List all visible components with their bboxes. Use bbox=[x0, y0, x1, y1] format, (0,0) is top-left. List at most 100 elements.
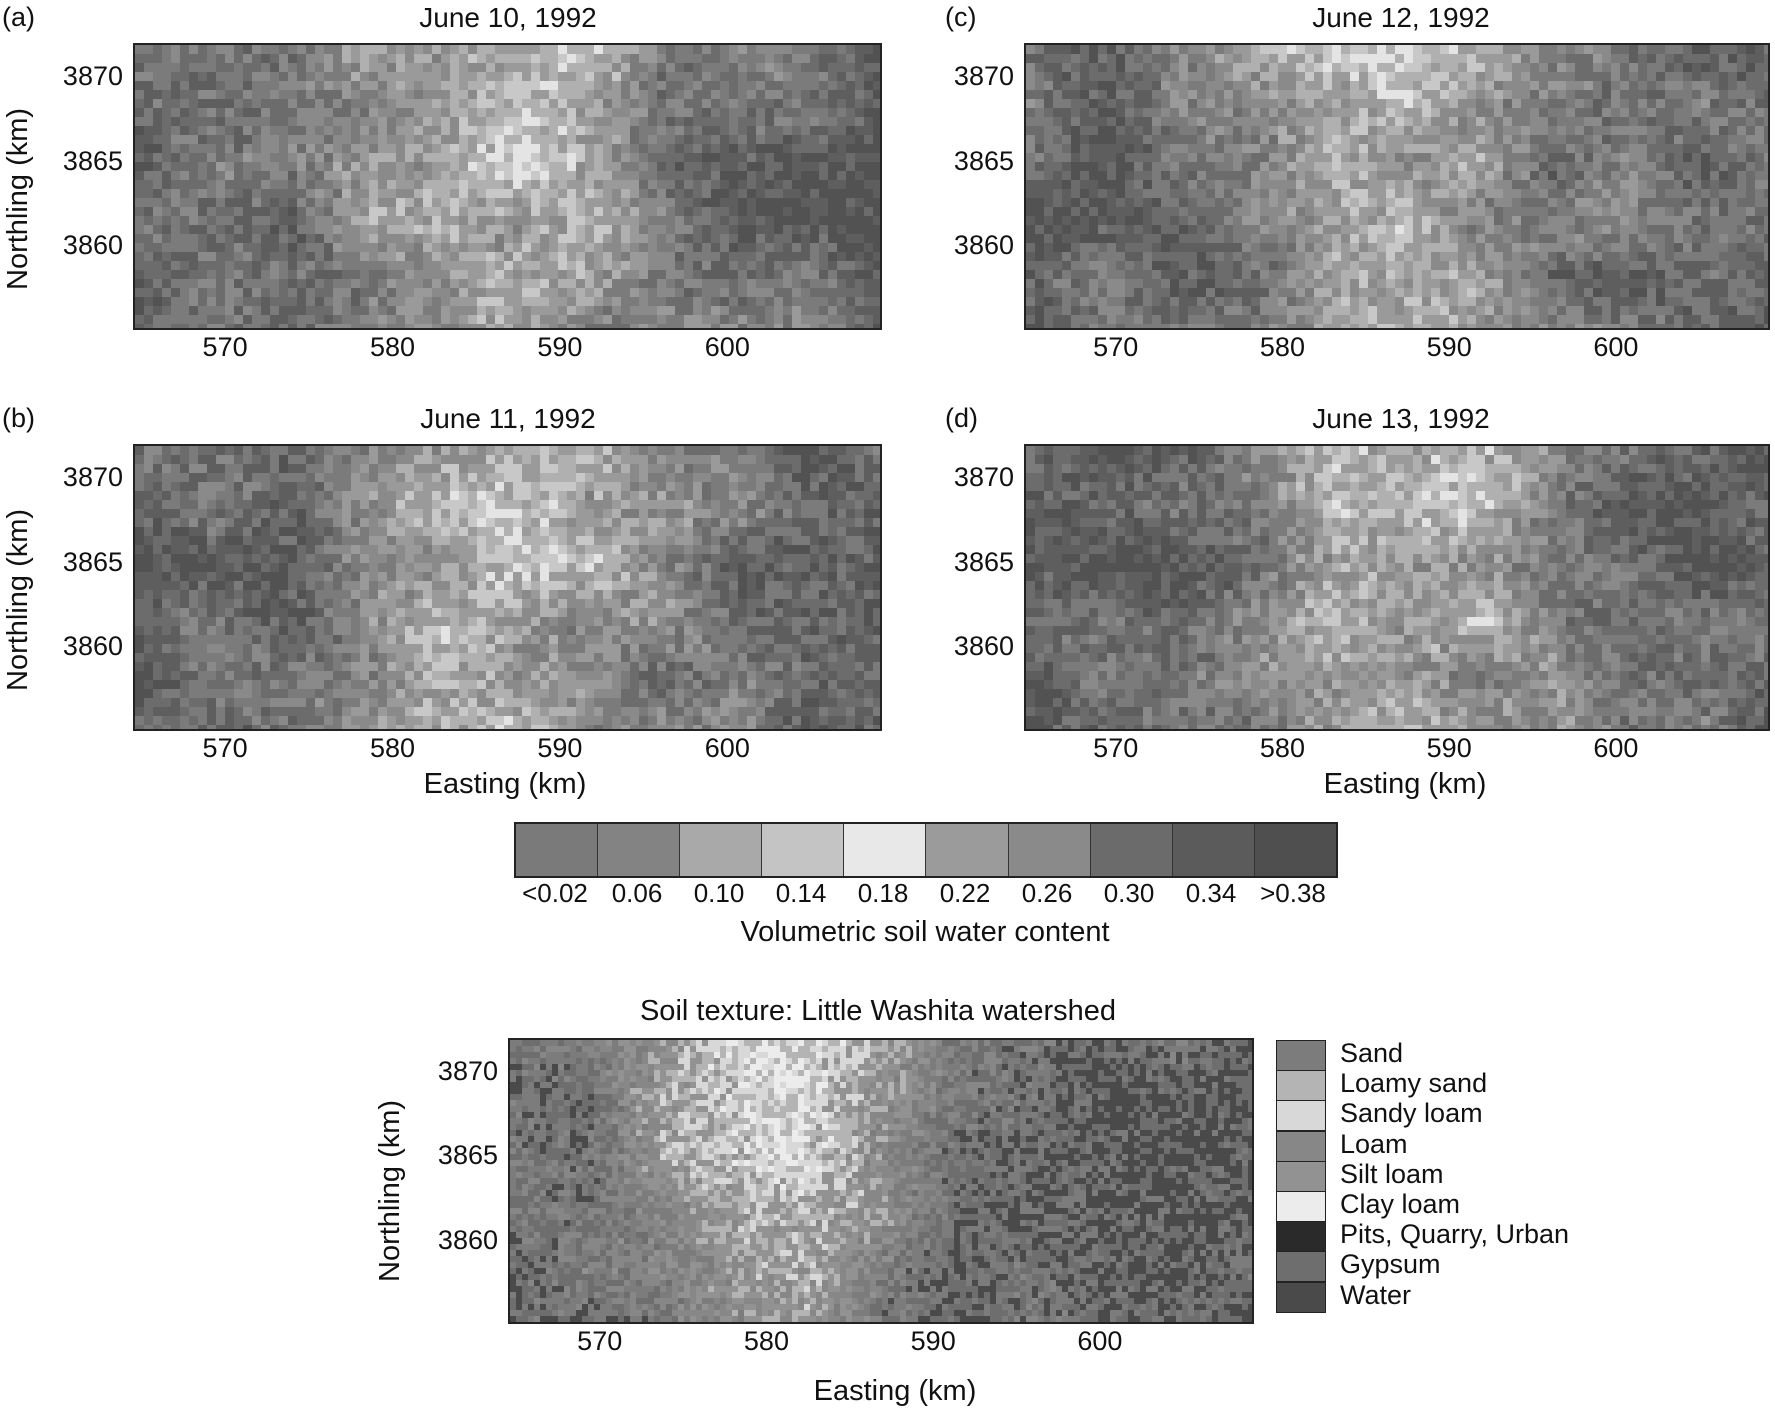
map-cell bbox=[1764, 261, 1768, 271]
map-cell bbox=[1449, 288, 1459, 298]
map-cell bbox=[1746, 144, 1756, 154]
map-cell bbox=[612, 108, 622, 118]
map-cell bbox=[1323, 153, 1333, 163]
map-cell bbox=[315, 252, 325, 262]
map-cell bbox=[1530, 252, 1540, 262]
map-cell bbox=[657, 324, 667, 328]
map-cell bbox=[1656, 117, 1666, 127]
map-cell bbox=[333, 207, 343, 217]
map-cell bbox=[1431, 279, 1441, 289]
map-cell bbox=[1665, 171, 1675, 181]
map-cell bbox=[1053, 45, 1063, 55]
map-cell bbox=[711, 198, 721, 208]
map-cell bbox=[675, 288, 685, 298]
map-cell bbox=[828, 45, 838, 55]
map-cell bbox=[1521, 225, 1531, 235]
map-cell bbox=[1494, 180, 1504, 190]
map-cell bbox=[1062, 288, 1072, 298]
map-cell bbox=[1485, 54, 1495, 64]
map-cell bbox=[378, 108, 388, 118]
map-cell bbox=[216, 216, 226, 226]
map-cell bbox=[594, 306, 604, 316]
map-cell bbox=[639, 324, 649, 328]
map-cell bbox=[378, 54, 388, 64]
map-cell bbox=[1692, 126, 1702, 136]
map-cell bbox=[594, 90, 604, 100]
map-cell bbox=[1188, 171, 1198, 181]
map-cell bbox=[657, 216, 667, 226]
map-cell bbox=[333, 288, 343, 298]
map-cell bbox=[846, 162, 856, 172]
map-cell bbox=[1179, 99, 1189, 109]
map-cell bbox=[1080, 225, 1090, 235]
map-cell bbox=[234, 270, 244, 280]
map-cell bbox=[630, 108, 640, 118]
map-cell bbox=[1611, 261, 1621, 271]
map-cell bbox=[1152, 126, 1162, 136]
map-cell bbox=[1161, 144, 1171, 154]
map-cell bbox=[585, 189, 595, 199]
map-cell bbox=[666, 270, 676, 280]
panel-letter-a: (a) bbox=[2, 2, 35, 32]
map-cell bbox=[1206, 162, 1216, 172]
map-cell bbox=[243, 54, 253, 64]
map-cell bbox=[1638, 216, 1648, 226]
map-cell bbox=[756, 126, 766, 136]
map-cell bbox=[540, 54, 550, 64]
map-cell bbox=[1278, 81, 1288, 91]
map-cell bbox=[738, 90, 748, 100]
map-cell bbox=[1053, 153, 1063, 163]
map-cell bbox=[351, 297, 361, 307]
map-cell bbox=[603, 99, 613, 109]
map-cell bbox=[1260, 54, 1270, 64]
map-cell bbox=[1755, 162, 1765, 172]
map-cell bbox=[1647, 180, 1657, 190]
map-cell bbox=[531, 288, 541, 298]
map-cell bbox=[1647, 54, 1657, 64]
map-cell bbox=[1512, 63, 1522, 73]
map-cell bbox=[756, 324, 766, 328]
map-cell bbox=[279, 198, 289, 208]
map-cell bbox=[1224, 108, 1234, 118]
map-cell bbox=[504, 108, 514, 118]
map-cell bbox=[1647, 189, 1657, 199]
map-cell bbox=[693, 153, 703, 163]
map-cell bbox=[720, 135, 730, 145]
map-cell bbox=[1197, 216, 1207, 226]
map-cell bbox=[441, 135, 451, 145]
map-cell bbox=[1683, 171, 1693, 181]
map-cell bbox=[252, 126, 262, 136]
map-cell bbox=[819, 306, 829, 316]
map-cell bbox=[684, 99, 694, 109]
map-cell bbox=[504, 90, 514, 100]
map-cell bbox=[261, 315, 271, 325]
map-cell bbox=[1683, 153, 1693, 163]
map-cell bbox=[189, 117, 199, 127]
map-cell bbox=[1638, 261, 1648, 271]
map-cell bbox=[1323, 261, 1333, 271]
map-cell bbox=[1206, 189, 1216, 199]
map-cell bbox=[1719, 144, 1729, 154]
map-cell bbox=[1368, 135, 1378, 145]
map-cell bbox=[1026, 288, 1036, 298]
map-cell bbox=[486, 252, 496, 262]
map-cell bbox=[864, 324, 874, 328]
map-cell bbox=[171, 225, 181, 235]
map-cell bbox=[1062, 243, 1072, 253]
map-cell bbox=[702, 108, 712, 118]
map-cell bbox=[1161, 216, 1171, 226]
map-cell bbox=[342, 90, 352, 100]
map-cell bbox=[1035, 108, 1045, 118]
map-cell bbox=[261, 63, 271, 73]
map-cell bbox=[351, 243, 361, 253]
map-cell bbox=[1323, 162, 1333, 172]
map-cell bbox=[315, 180, 325, 190]
map-cell bbox=[711, 216, 721, 226]
map-cell bbox=[828, 306, 838, 316]
map-cell bbox=[1593, 270, 1603, 280]
map-cell bbox=[720, 126, 730, 136]
map-cell bbox=[666, 288, 676, 298]
map-cell bbox=[1359, 45, 1369, 55]
map-cell bbox=[1548, 279, 1558, 289]
map-cell bbox=[567, 324, 577, 328]
